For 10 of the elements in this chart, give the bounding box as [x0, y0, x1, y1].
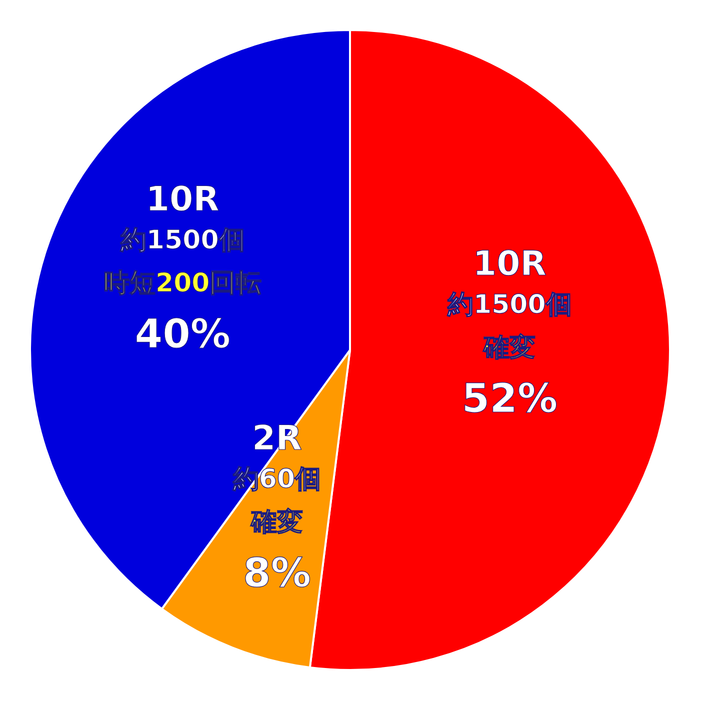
slice-label: 時短200回転: [103, 268, 262, 299]
text: 10R: [472, 244, 546, 284]
data-label: 52%: [462, 376, 558, 422]
data-label: 8%: [243, 550, 311, 596]
slice-label: 確変: [250, 507, 303, 538]
text: 10R: [146, 180, 220, 220]
data-label: 40%: [134, 312, 230, 358]
slice-label: 確変: [482, 333, 536, 364]
text: 約1500個: [119, 226, 245, 256]
text: 約1500個: [446, 290, 572, 320]
